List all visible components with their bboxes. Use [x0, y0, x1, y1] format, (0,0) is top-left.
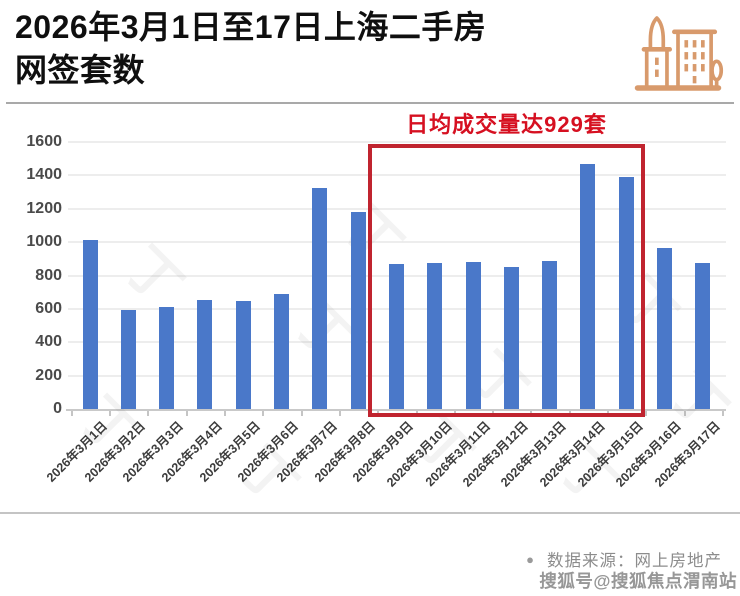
- y-axis-label: 0: [53, 400, 62, 417]
- y-axis-label: 200: [35, 366, 62, 384]
- y-axis-label: 800: [35, 266, 62, 284]
- bar: [580, 163, 596, 409]
- sohu-watermark: 搜狐号@搜狐焦点渭南站: [539, 571, 737, 591]
- x-axis-tick: [262, 411, 265, 416]
- page-title-line1: 2026年3月1日至17日上海二手房: [15, 9, 487, 45]
- y-axis-label: 1200: [26, 199, 62, 217]
- x-axis-tick: [185, 411, 188, 416]
- footer-divider: [0, 512, 740, 514]
- x-axis-tick: [109, 411, 112, 416]
- annotation-label: 日均成交量达929套: [368, 107, 645, 139]
- y-axis-label: 400: [35, 333, 62, 351]
- bullet-icon: ●: [526, 551, 535, 567]
- buildings-icon: [634, 16, 724, 91]
- gridline: [68, 207, 726, 210]
- bar: [274, 293, 289, 409]
- bar: [235, 300, 251, 409]
- y-axis-label: 1000: [26, 233, 62, 251]
- y-axis-label: 1600: [26, 133, 62, 150]
- gridline: [68, 174, 726, 177]
- x-axis-tick: [70, 411, 73, 416]
- source-label: 数据来源：网上房地产: [547, 552, 722, 570]
- x-axis-tick: [338, 411, 341, 416]
- bar: [695, 262, 711, 409]
- x-axis-tick: [721, 411, 724, 416]
- bar: [618, 176, 634, 409]
- bar: [159, 306, 175, 409]
- x-axis-tick: [300, 411, 303, 416]
- bar: [388, 264, 404, 409]
- header-divider: [6, 102, 734, 104]
- x-axis-tick: [645, 411, 648, 416]
- bar: [657, 248, 672, 409]
- gridline: [68, 241, 726, 244]
- y-axis-label: 1400: [26, 166, 62, 184]
- highlight-box: [368, 144, 645, 417]
- bar: [120, 309, 136, 409]
- background-watermark: 丁: [112, 236, 194, 317]
- x-axis-tick: [683, 411, 686, 416]
- page-title-line2: 网签套数: [15, 51, 146, 88]
- data-source: ● 数据来源：网上房地产: [526, 547, 722, 571]
- bar: [465, 261, 481, 409]
- bar: [312, 187, 328, 409]
- bar: [503, 266, 519, 409]
- annotation-text: 日均成交量达929套: [406, 112, 607, 137]
- bar: [350, 212, 366, 409]
- bar: [542, 261, 558, 409]
- x-axis-tick: [224, 411, 227, 416]
- y-axis-label: 600: [35, 299, 62, 317]
- x-axis-line: [66, 409, 726, 411]
- bar: [82, 240, 98, 409]
- gridline: [68, 141, 726, 143]
- x-axis-tick: [147, 411, 150, 416]
- bar: [427, 263, 443, 409]
- bar: [197, 299, 213, 409]
- page-title: 2026年3月1日至17日上海二手房 网签套数: [15, 6, 486, 91]
- bar-chart: 日均成交量达929套 0 200 400 600 800 1000 1200 1400 1600…: [0, 103, 740, 517]
